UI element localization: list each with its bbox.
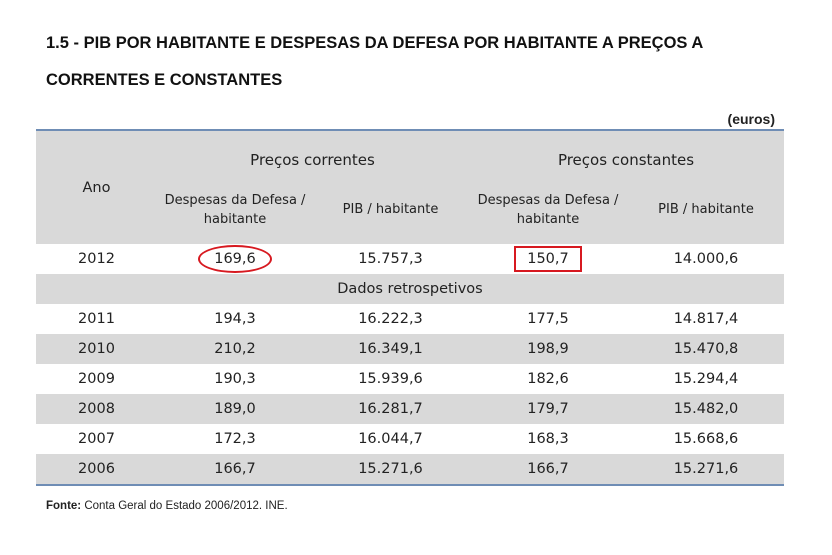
cell-desp-const: 177,5 <box>527 311 569 327</box>
cell-pib-corr: 16.349,1 <box>358 341 423 357</box>
header-pib-corr: PIB / habitante <box>342 202 439 217</box>
cell-desp-corr: 169,6 <box>157 244 313 274</box>
table-row-2012: 2012 169,6 15.757,3 150,7 14.000,6 <box>36 244 784 274</box>
cell-pib-const: 14.817,4 <box>673 311 739 327</box>
cell-desp-const: 150,7 <box>468 244 628 274</box>
header-pib-const: PIB / habitante <box>658 202 754 217</box>
cell-pib-corr: 16.044,7 <box>358 431 423 447</box>
cell-ano: 2008 <box>78 401 115 417</box>
table-row: 2006 166,7 15.271,6 166,7 15.271,6 <box>36 454 784 485</box>
source-text: Conta Geral do Estado 2006/2012. INE. <box>81 500 288 512</box>
table-row: 2009 190,3 15.939,6 182,6 15.294,4 <box>36 364 784 394</box>
cell-desp-corr: 189,0 <box>214 401 256 417</box>
cell-pib-corr: 15.757,3 <box>358 251 423 267</box>
table-row: 2011 194,3 16.222,3 177,5 14.817,4 <box>36 304 784 334</box>
header-desp-corr: Despesas da Defesa / habitante <box>164 193 306 227</box>
table-title-line2: CORRENTES E CONSTANTES <box>46 71 283 89</box>
table-row: 2010 210,2 16.349,1 198,9 15.470,8 <box>36 334 784 364</box>
cell-ano: 2011 <box>78 311 115 327</box>
cell-pib-const: 14.000,6 <box>673 251 739 267</box>
cell-pib-corr: 16.281,7 <box>358 401 423 417</box>
cell-desp-corr: 210,2 <box>214 341 256 357</box>
header-desp-const: Despesas da Defesa / habitante <box>477 193 619 227</box>
cell-pib-const: 15.470,8 <box>673 341 739 357</box>
cell-ano: 2012 <box>78 251 115 267</box>
cell-desp-corr: 172,3 <box>214 431 256 447</box>
highlight-box: 150,7 <box>514 246 582 272</box>
units-label: (euros) <box>727 111 775 127</box>
header-correntes: Preços correntes Despesas da Defesa / ha… <box>157 130 468 244</box>
cell-pib-corr: 15.271,6 <box>358 461 423 477</box>
cell-pib-const: 15.668,6 <box>673 431 739 447</box>
cell-pib-corr: 15.939,6 <box>358 371 423 387</box>
cell-desp-corr: 190,3 <box>214 371 256 387</box>
highlight-ellipse: 169,6 <box>198 245 272 273</box>
cell-desp-const: 166,7 <box>527 461 569 477</box>
cell-ano: 2006 <box>78 461 115 477</box>
section-label: Dados retrospetivos <box>337 281 483 297</box>
header-constantes-label: Preços constantes <box>557 151 695 169</box>
cell-ano: 2009 <box>78 371 115 387</box>
header-ano-text: Ano <box>82 179 111 196</box>
section-row: Dados retrospetivos <box>36 274 784 304</box>
table-title-line1: 1.5 - PIB POR HABITANTE E DESPESAS DA DE… <box>46 34 704 52</box>
source-label: Fonte: <box>46 500 82 512</box>
cell-ano: 2010 <box>78 341 115 357</box>
table-row: 2007 172,3 16.044,7 168,3 15.668,6 <box>36 424 784 454</box>
header-ano: Ano <box>36 130 157 244</box>
cell-desp-const: 198,9 <box>527 341 569 357</box>
cell-ano: 2007 <box>78 431 115 447</box>
cell-pib-const: 15.271,6 <box>673 461 739 477</box>
cell-desp-const: 182,6 <box>527 371 569 387</box>
cell-desp-corr: 166,7 <box>214 461 256 477</box>
header-constantes: Preços constantes Despesas da Defesa / h… <box>468 130 784 244</box>
header-row: Ano Preços correntes Despesas da Defesa … <box>36 130 784 244</box>
data-table: Ano Preços correntes Despesas da Defesa … <box>36 129 784 486</box>
cell-desp-const: 179,7 <box>527 401 569 417</box>
cell-desp-const: 168,3 <box>527 431 569 447</box>
table-row: 2008 189,0 16.281,7 179,7 15.482,0 <box>36 394 784 424</box>
cell-pib-const: 15.482,0 <box>673 401 739 417</box>
header-correntes-label: Preços correntes <box>250 151 375 169</box>
source-note: Fonte: Conta Geral do Estado 2006/2012. … <box>46 500 288 512</box>
cell-pib-const: 15.294,4 <box>673 371 739 387</box>
cell-desp-corr: 194,3 <box>214 311 256 327</box>
cell-pib-corr: 16.222,3 <box>358 311 423 327</box>
